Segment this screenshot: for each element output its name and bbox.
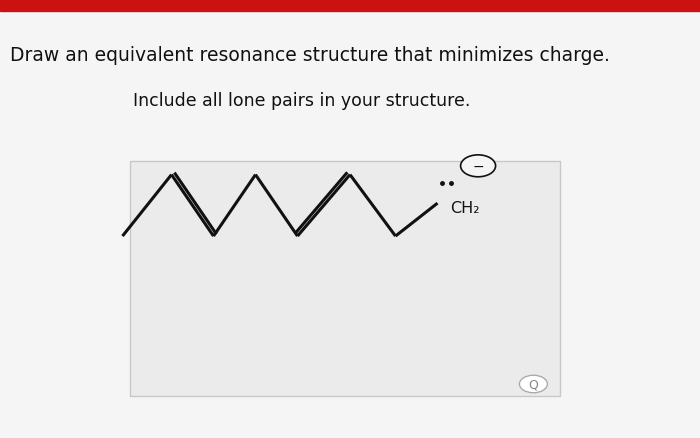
Text: Draw an equivalent resonance structure that minimizes charge.: Draw an equivalent resonance structure t… (10, 46, 610, 65)
Text: Include all lone pairs in your structure.: Include all lone pairs in your structure… (133, 92, 470, 110)
Text: CH₂: CH₂ (450, 201, 480, 215)
Text: Q: Q (528, 378, 538, 391)
Circle shape (519, 375, 547, 393)
Text: −: − (473, 159, 484, 173)
Bar (130, 162, 560, 396)
Bar (0, 0, 700, 12)
Circle shape (461, 155, 496, 177)
